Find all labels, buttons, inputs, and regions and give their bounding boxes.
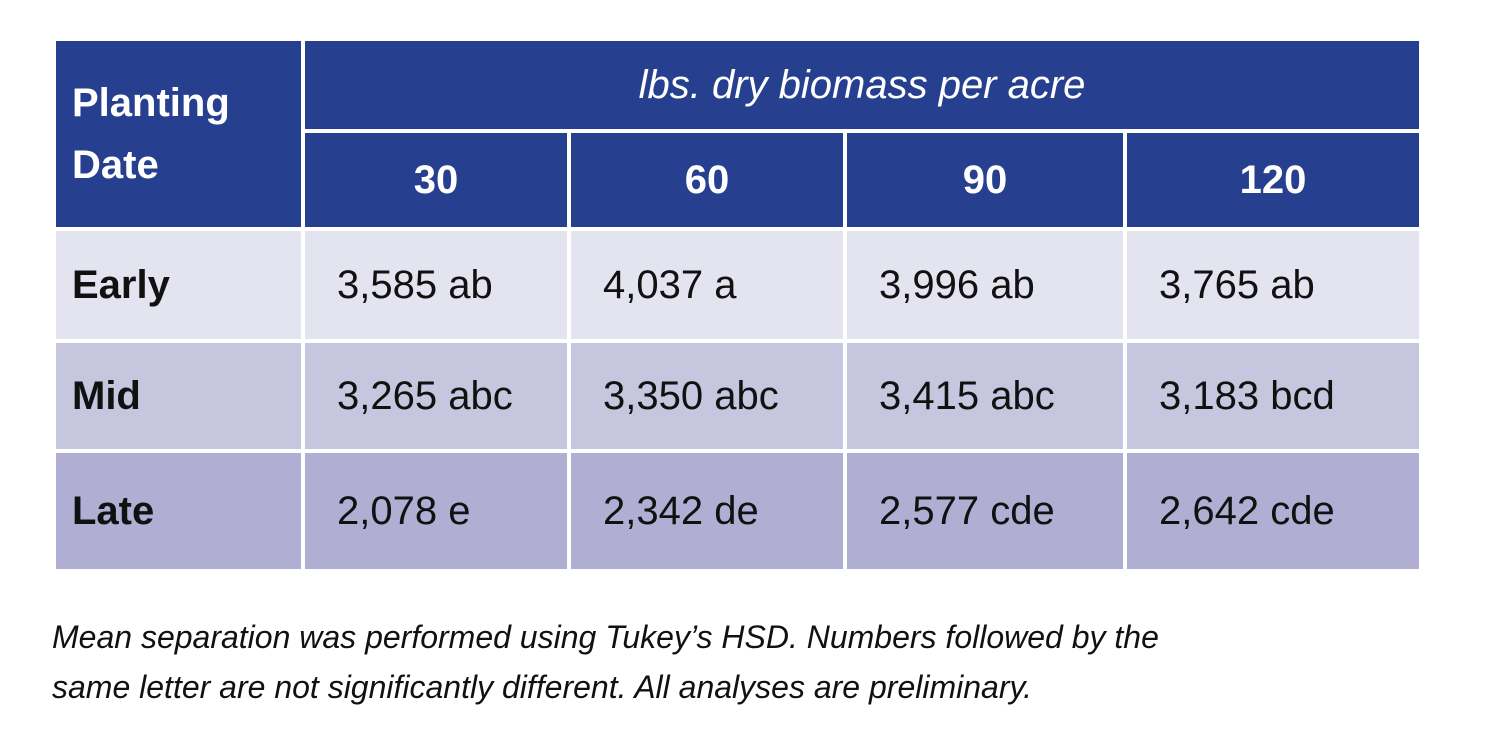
column-header-120: 120 [1122,129,1424,231]
table-cell: 3,585 ab [301,227,571,343]
table-cell: 3,415 abc [843,339,1127,453]
planting-date-header-line2: Date [72,143,159,187]
biomass-table: Planting Date lbs. dry biomass per acre … [52,37,1424,573]
table-cell: 2,078 e [301,449,571,573]
column-header-90: 90 [843,129,1127,231]
header-row-columns: 30 60 90 120 [54,129,1424,231]
table-cell: 4,037 a [567,227,847,343]
table-row-early: Early 3,585 ab 4,037 a 3,996 ab 3,765 ab [52,227,1424,343]
row-label-late: Late [52,449,305,573]
table-cell: 3,996 ab [843,227,1127,343]
table-row-late: Late 2,078 e 2,342 de 2,577 cde 2,642 cd… [52,449,1424,573]
planting-date-header-line1: Planting [72,81,230,125]
column-header-30: 30 [301,129,571,231]
biomass-table-container: Planting Date lbs. dry biomass per acre … [52,37,1424,573]
row-label-mid: Mid [52,339,305,453]
column-header-60: 60 [567,129,847,231]
table-row-mid: Mid 3,265 abc 3,350 abc 3,415 abc 3,183 … [52,339,1424,453]
footnote-line1: Mean separation was performed using Tuke… [52,619,1159,655]
biomass-super-header: lbs. dry biomass per acre [300,37,1424,133]
footnote-line2: same letter are not significantly differ… [52,669,1032,705]
table-cell: 2,342 de [567,449,847,573]
table-cell: 3,350 abc [567,339,847,453]
table-cell: 2,642 cde [1122,449,1424,573]
row-label-early: Early [52,227,305,343]
table-cell: 3,765 ab [1122,227,1424,343]
table-cell: 2,577 cde [843,449,1127,573]
table-cell: 3,183 bcd [1122,339,1424,453]
planting-date-header: Planting Date [52,37,305,231]
table-footnote: Mean separation was performed using Tuke… [52,612,1452,712]
table-cell: 3,265 abc [301,339,571,453]
header-row-top: Planting Date lbs. dry biomass per acre [52,37,1424,231]
